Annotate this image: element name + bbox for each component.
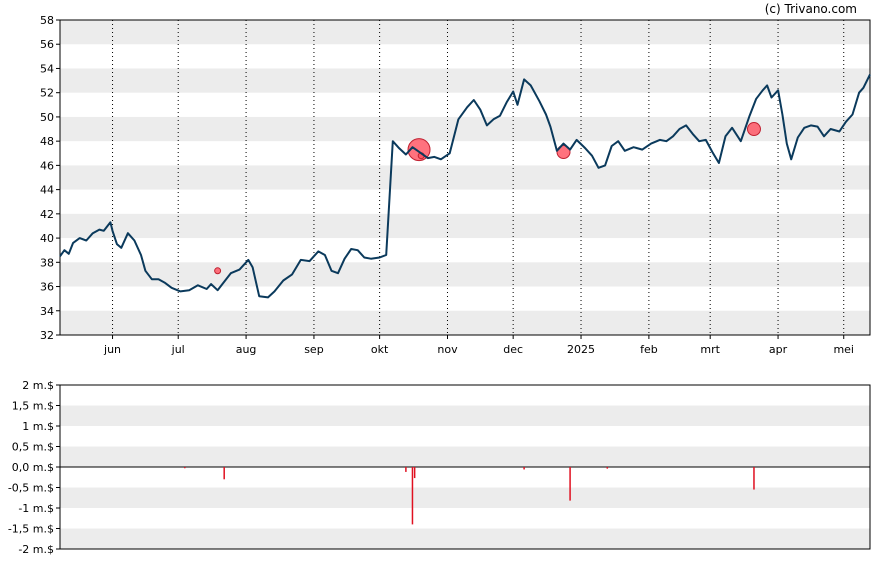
price-grid-band bbox=[60, 20, 870, 45]
volume-bar bbox=[753, 467, 755, 490]
volume-y-tick-label: 1,5 m.$ bbox=[12, 400, 54, 413]
volume-y-tick-label: 1 m.$ bbox=[22, 420, 54, 433]
volume-grid-band bbox=[60, 528, 870, 549]
y-tick-label: 44 bbox=[40, 184, 54, 197]
y-tick-label: 54 bbox=[40, 62, 54, 75]
volume-bar bbox=[411, 467, 414, 525]
price-grid-band bbox=[60, 310, 870, 335]
y-tick-label: 46 bbox=[40, 159, 54, 172]
x-tick-label: nov bbox=[437, 343, 458, 356]
event-marker bbox=[556, 145, 571, 160]
volume-y-tick-label: -2 m.$ bbox=[18, 543, 54, 556]
y-tick-label: 58 bbox=[40, 14, 54, 27]
volume-grid-band bbox=[60, 487, 870, 508]
y-tick-label: 32 bbox=[40, 329, 54, 342]
event-marker bbox=[214, 267, 222, 275]
price-plot-frame bbox=[59, 19, 871, 336]
price-line bbox=[59, 74, 871, 299]
volume-y-tick-label: 2 m.$ bbox=[22, 379, 54, 392]
price-grid-band bbox=[60, 68, 870, 93]
x-tick-label: jul bbox=[171, 343, 185, 356]
x-tick-label: mei bbox=[833, 343, 854, 356]
y-tick-label: 36 bbox=[40, 281, 54, 294]
price-grid-band bbox=[60, 262, 870, 287]
x-tick-label: mrt bbox=[700, 343, 720, 356]
y-tick-label: 56 bbox=[40, 38, 54, 51]
volume-bar bbox=[223, 467, 225, 480]
copyright-label: (c) Trivano.com bbox=[765, 2, 857, 16]
x-tick-label: okt bbox=[371, 343, 389, 356]
y-tick-label: 34 bbox=[40, 305, 54, 318]
x-tick-label: 2025 bbox=[567, 343, 595, 356]
y-tick-label: 50 bbox=[40, 111, 54, 124]
x-tick-label: aug bbox=[236, 343, 257, 356]
volume-grid-band bbox=[60, 446, 870, 467]
y-tick-label: 38 bbox=[40, 256, 54, 269]
y-tick-label: 52 bbox=[40, 87, 54, 100]
volume-y-tick-label: -1,5 m.$ bbox=[8, 523, 54, 536]
volume-bar bbox=[606, 467, 609, 469]
price-grid-band bbox=[60, 116, 870, 142]
volume-bar bbox=[405, 467, 407, 472]
volume-panel: 2 m.$ 1,5 m.$ 1 m.$ 0,5 m.$ 0,0 m.$ -0,5 m.$ -… bbox=[8, 379, 871, 556]
price-panel: jun jul aug sep okt nov dec 2025 feb mrt apr mei 32 3… bbox=[40, 14, 871, 356]
x-tick-label: sep bbox=[304, 343, 323, 356]
volume-bar bbox=[523, 467, 525, 470]
volume-bar bbox=[184, 467, 186, 469]
y-tick-label: 40 bbox=[40, 232, 54, 245]
x-tick-label: dec bbox=[503, 343, 523, 356]
volume-plot-frame bbox=[59, 384, 871, 550]
x-tick-label: apr bbox=[769, 343, 788, 356]
x-tick-label: feb bbox=[640, 343, 658, 356]
volume-grid-band bbox=[60, 405, 870, 426]
event-marker bbox=[746, 122, 761, 137]
volume-bar bbox=[569, 467, 571, 501]
volume-bar bbox=[413, 467, 416, 479]
volume-y-tick-label: 0,5 m.$ bbox=[12, 441, 54, 454]
volume-y-tick-label: 0,0 m.$ bbox=[12, 461, 54, 474]
y-tick-label: 42 bbox=[40, 208, 54, 221]
volume-y-tick-label: -1 m.$ bbox=[18, 502, 54, 515]
x-tick-label: jun bbox=[103, 343, 121, 356]
volume-y-tick-label: -0,5 m.$ bbox=[8, 482, 54, 495]
price-grid-band bbox=[60, 213, 870, 239]
price-grid-band bbox=[60, 165, 870, 190]
y-tick-label: 48 bbox=[40, 135, 54, 148]
